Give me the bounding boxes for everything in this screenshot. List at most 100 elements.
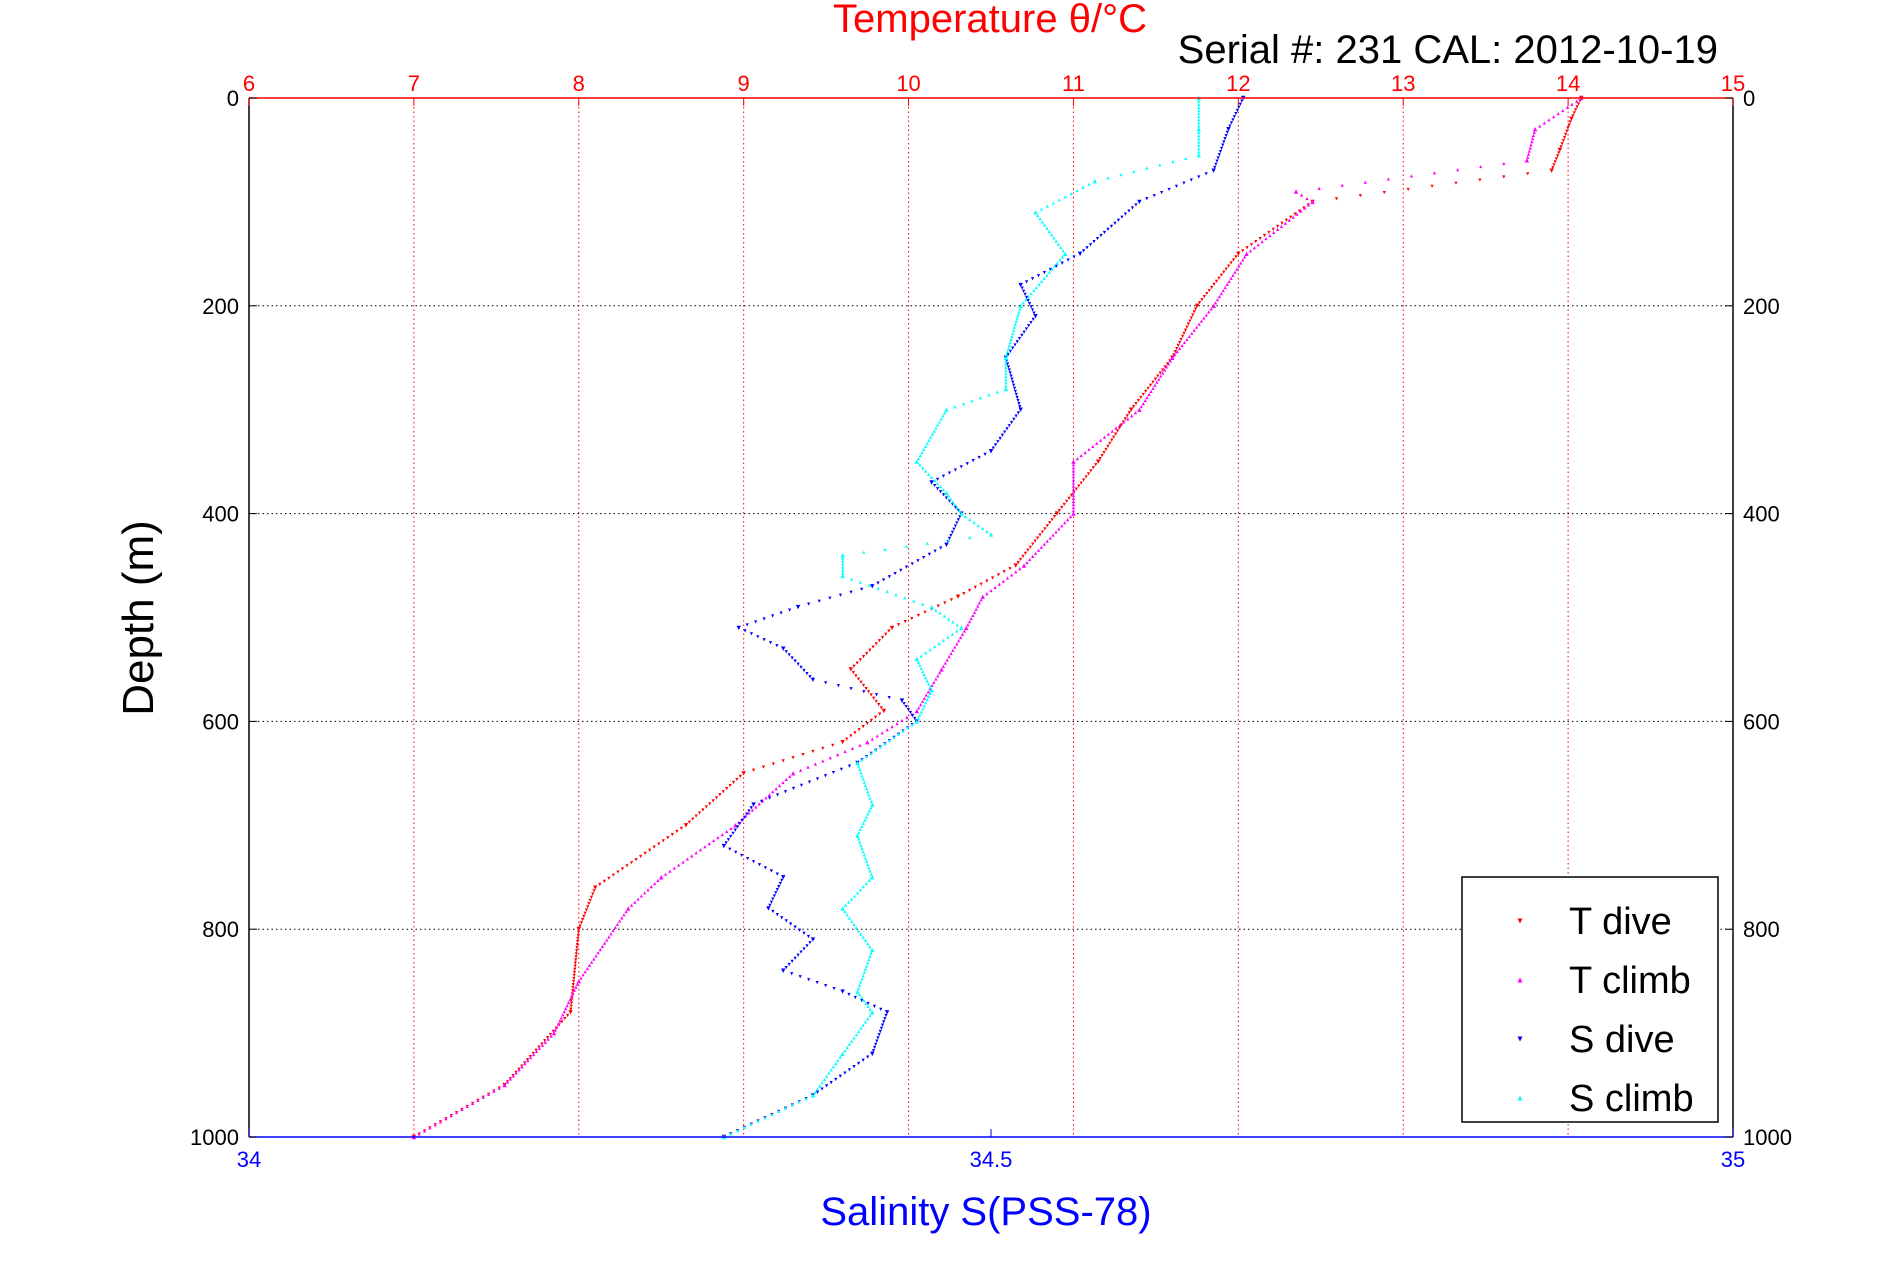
data-point <box>866 812 870 816</box>
data-point <box>1207 310 1211 314</box>
data-point <box>791 756 795 760</box>
data-point <box>922 704 926 708</box>
data-point <box>866 941 870 946</box>
data-point <box>1551 166 1555 170</box>
data-point <box>575 939 580 944</box>
data-point <box>1137 199 1142 205</box>
data-point <box>1217 153 1221 157</box>
data-point <box>1026 295 1031 299</box>
data-point <box>1052 515 1057 519</box>
data-point <box>1063 195 1067 199</box>
data-point <box>790 972 794 976</box>
data-point <box>932 429 936 433</box>
data-point <box>908 710 913 715</box>
data-point <box>1057 508 1061 513</box>
data-point <box>1118 423 1122 427</box>
data-point <box>867 793 871 797</box>
data-point <box>591 892 595 896</box>
temperature-axis-title: Temperature θ/°C <box>833 0 1147 41</box>
data-point <box>587 963 592 967</box>
data-point <box>1241 249 1245 253</box>
data-point <box>885 589 889 594</box>
data-point <box>694 814 698 818</box>
data-point <box>1071 493 1076 497</box>
data-point <box>574 955 578 959</box>
data-point <box>845 913 849 917</box>
data-point <box>861 683 866 688</box>
data-point <box>882 1020 886 1024</box>
data-point <box>629 903 634 907</box>
data-point <box>1225 130 1229 134</box>
data-point <box>869 799 873 803</box>
data-point <box>1010 377 1014 381</box>
data-point <box>822 1077 826 1082</box>
data-point <box>729 834 733 839</box>
data-point <box>1018 407 1023 412</box>
data-point <box>784 777 788 782</box>
data-point <box>1143 398 1147 403</box>
data-point <box>849 577 854 581</box>
data-point <box>1112 435 1116 439</box>
data-point <box>1557 147 1563 153</box>
data-point <box>787 653 791 657</box>
data-point <box>444 1117 448 1121</box>
data-point <box>1014 570 1018 574</box>
data-point <box>799 950 803 954</box>
data-point <box>1004 365 1008 369</box>
data-point <box>890 724 894 729</box>
data-point <box>1071 459 1076 464</box>
data-point <box>1310 199 1315 205</box>
data-point <box>784 919 788 923</box>
data-point <box>1157 377 1161 381</box>
data-point <box>780 878 784 882</box>
data-point <box>1222 140 1226 144</box>
data-point <box>1293 212 1297 216</box>
data-point <box>949 533 953 538</box>
data-point <box>798 768 803 772</box>
data-point <box>876 581 880 585</box>
data-point <box>1089 469 1093 473</box>
data-point <box>847 992 851 997</box>
data-point <box>600 944 605 948</box>
data-point <box>1214 162 1218 166</box>
data-point <box>1164 365 1169 369</box>
data-point <box>1196 152 1201 158</box>
data-point <box>740 853 744 858</box>
data-point <box>925 679 929 683</box>
data-point <box>1145 197 1149 201</box>
data-point <box>1249 243 1254 247</box>
data-point <box>1149 389 1153 393</box>
data-point <box>1204 172 1208 176</box>
data-point <box>624 909 628 914</box>
data-point <box>875 1039 879 1043</box>
data-point <box>757 802 761 806</box>
data-point <box>929 604 934 610</box>
data-point <box>566 1013 570 1018</box>
data-point <box>1109 224 1114 228</box>
data-point <box>1214 279 1219 283</box>
data-point <box>861 821 865 825</box>
data-point <box>869 693 873 697</box>
data-point <box>589 895 594 899</box>
data-point <box>925 697 929 702</box>
data-point <box>937 420 942 424</box>
data-point <box>1023 292 1027 296</box>
data-point <box>1231 258 1236 262</box>
data-point <box>869 751 873 755</box>
data-point <box>1067 496 1071 500</box>
data-point <box>807 978 811 982</box>
data-point <box>780 916 784 920</box>
data-point <box>1574 108 1578 112</box>
data-point <box>1006 346 1011 351</box>
data-point <box>540 1042 544 1046</box>
data-point <box>1059 245 1063 250</box>
data-point <box>957 639 961 643</box>
data-point <box>859 932 863 936</box>
data-point <box>1317 186 1321 190</box>
data-point <box>553 1028 558 1032</box>
data-point <box>1229 121 1234 125</box>
data-point <box>1241 258 1245 262</box>
data-point <box>1018 557 1023 562</box>
data-point <box>880 635 885 640</box>
data-point <box>572 970 577 974</box>
